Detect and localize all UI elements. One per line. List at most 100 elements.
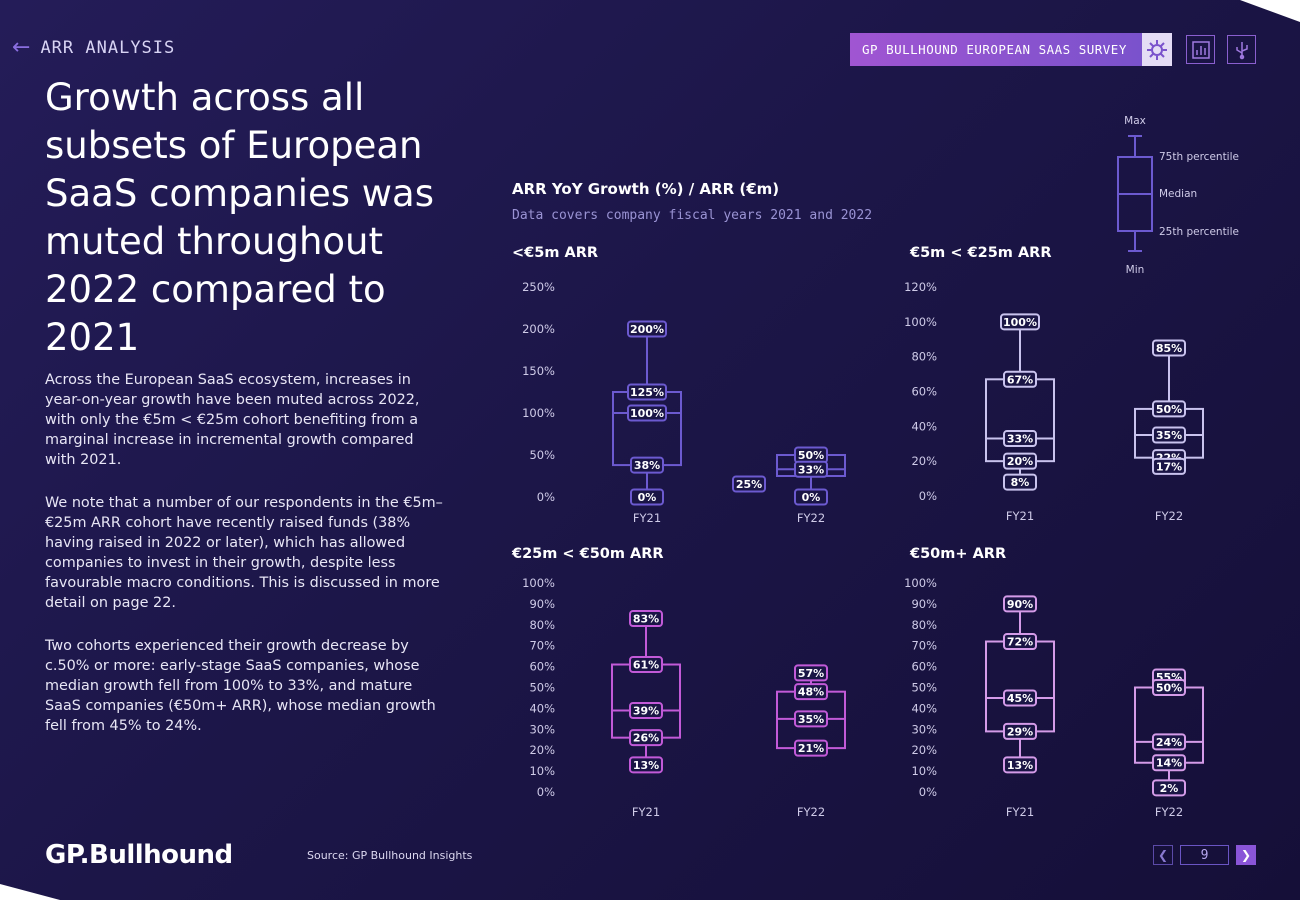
legend-label-q3: 75th percentile	[1159, 151, 1239, 163]
data-label-box	[629, 729, 663, 747]
data-label: 21%	[798, 742, 824, 755]
y-tick-label: 50%	[911, 681, 937, 695]
data-label: 45%	[1007, 692, 1033, 705]
category-label: FY21	[1006, 805, 1034, 819]
data-label-box	[1003, 595, 1037, 613]
data-label: 50%	[1156, 682, 1182, 695]
data-label-box	[1152, 779, 1186, 797]
data-label-box	[1003, 633, 1037, 651]
data-label: 50%	[798, 449, 824, 462]
back-link[interactable]: ← ARR ANALYSIS	[12, 35, 176, 60]
y-tick-label: 90%	[911, 597, 937, 611]
data-label: 13%	[633, 759, 659, 772]
legend-label-max: Max	[1124, 115, 1146, 127]
y-tick-label: 20%	[911, 454, 937, 468]
data-label-box	[1003, 756, 1037, 774]
virus-icon[interactable]	[1142, 33, 1172, 66]
chevron-left-icon: ❮	[1157, 848, 1169, 862]
y-tick-label: 0%	[537, 490, 555, 504]
y-tick-label: 100%	[522, 576, 555, 590]
data-label: 61%	[633, 659, 659, 672]
y-tick-label: 20%	[911, 743, 937, 757]
data-label-box	[794, 739, 828, 757]
y-tick-label: 50%	[529, 448, 555, 462]
category-label: FY22	[797, 805, 825, 819]
next-page-button[interactable]: ❯	[1236, 845, 1256, 865]
page-title: Growth across all subsets of European Sa…	[45, 76, 435, 359]
category-label: FY22	[1155, 509, 1183, 523]
y-tick-label: 70%	[529, 639, 555, 653]
category-label: FY21	[1006, 509, 1034, 523]
data-label-box	[627, 383, 667, 401]
paragraph: Across the European SaaS ecosystem, incr…	[45, 372, 420, 468]
y-tick-label: 40%	[911, 419, 937, 433]
data-label-box	[1003, 452, 1037, 470]
data-label-box	[794, 683, 828, 701]
data-label: 35%	[798, 713, 824, 726]
y-tick-label: 0%	[919, 785, 937, 799]
survey-bar: GP BULLHOUND EUROPEAN SAAS SURVEY	[850, 33, 1172, 66]
data-label: 24%	[1156, 736, 1182, 749]
category-label: FY21	[633, 511, 661, 525]
section-label: ARR ANALYSIS	[40, 38, 176, 58]
y-tick-label: 90%	[529, 597, 555, 611]
y-tick-label: 40%	[911, 701, 937, 715]
data-label-box	[794, 488, 828, 506]
corner-decoration	[0, 884, 60, 900]
page-number[interactable]: 9	[1180, 845, 1229, 865]
panel-title: €25m < €50m ARR	[511, 546, 664, 562]
survey-button[interactable]: GP BULLHOUND EUROPEAN SAAS SURVEY	[850, 33, 1142, 66]
y-tick-label: 60%	[911, 660, 937, 674]
prev-page-button[interactable]: ❮	[1153, 845, 1173, 865]
panel-title: <€5m ARR	[512, 245, 598, 261]
data-label-box	[794, 460, 828, 478]
y-tick-label: 50%	[529, 681, 555, 695]
usb-icon[interactable]	[1227, 35, 1256, 64]
legend-label-min: Min	[1126, 264, 1145, 276]
data-label-box	[627, 320, 667, 338]
data-label: 2%	[1160, 782, 1179, 795]
data-label: 50%	[1156, 403, 1182, 416]
data-label-box	[1152, 400, 1186, 418]
y-tick-label: 120%	[904, 280, 937, 294]
data-label: 17%	[1156, 460, 1182, 473]
data-label-box	[1003, 370, 1037, 388]
data-label-box	[630, 488, 664, 506]
arrow-left-icon: ←	[12, 35, 31, 60]
data-label-box	[794, 664, 828, 682]
logo: GP.Bullhound	[45, 840, 233, 870]
paragraph: We note that a number of our respondents…	[45, 495, 443, 611]
data-label-box	[627, 404, 667, 422]
y-tick-label: 100%	[522, 406, 555, 420]
data-label: 14%	[1156, 757, 1182, 770]
data-label: 67%	[1007, 373, 1033, 386]
panel-title: €5m < €25m ARR	[909, 245, 1052, 261]
y-tick-label: 60%	[911, 385, 937, 399]
data-label-box	[629, 610, 663, 628]
data-label-box	[732, 475, 766, 493]
data-label: 200%	[630, 323, 664, 336]
iqr-box	[1134, 686, 1204, 764]
category-label: FY21	[632, 805, 660, 819]
y-tick-label: 80%	[911, 618, 937, 632]
y-tick-label: 80%	[529, 618, 555, 632]
y-tick-label: 100%	[904, 315, 937, 329]
y-tick-label: 30%	[529, 722, 555, 736]
chevron-right-icon: ❯	[1240, 848, 1252, 862]
source-note: Source: GP Bullhound Insights	[307, 849, 473, 862]
data-label-box	[1152, 339, 1186, 357]
y-tick-label: 10%	[529, 764, 555, 778]
data-label: 100%	[1003, 316, 1037, 329]
legend-label-q1: 25th percentile	[1159, 226, 1239, 238]
data-label-box	[1003, 430, 1037, 448]
data-label: 26%	[633, 732, 659, 745]
data-label-box	[1152, 679, 1186, 696]
corner-decoration	[1240, 0, 1300, 22]
data-label: 29%	[1007, 725, 1033, 738]
data-label-box	[629, 756, 663, 774]
y-tick-label: 20%	[529, 743, 555, 757]
chart-icon[interactable]	[1186, 35, 1215, 64]
y-tick-label: 40%	[529, 701, 555, 715]
data-label: 83%	[633, 613, 659, 626]
